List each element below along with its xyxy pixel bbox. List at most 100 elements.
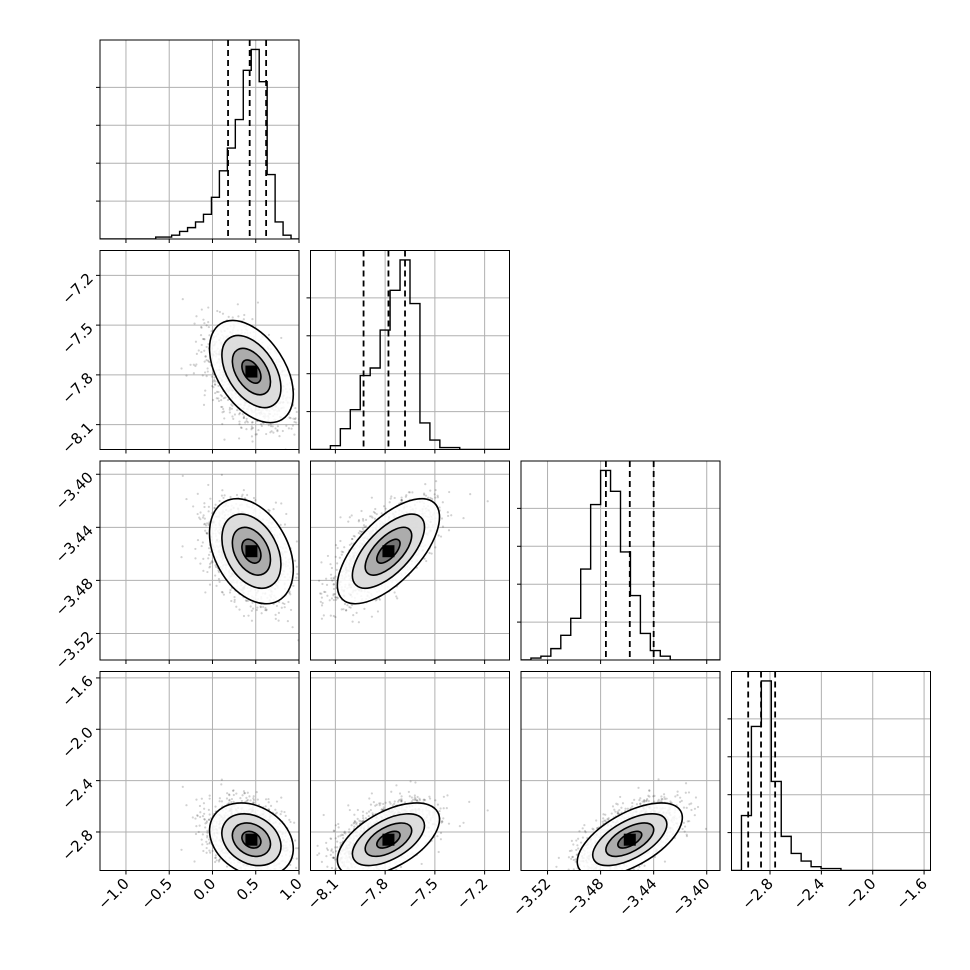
sample-point xyxy=(285,512,288,516)
sample-point xyxy=(267,508,270,511)
sample-point xyxy=(332,438,334,440)
sample-point xyxy=(214,574,217,577)
sample-point xyxy=(321,582,324,586)
sample-point xyxy=(393,496,396,500)
sample-point xyxy=(203,322,206,325)
sample-point xyxy=(202,403,206,407)
sample-point xyxy=(289,608,293,612)
sample-point xyxy=(447,514,450,518)
sample-point xyxy=(204,355,207,358)
sample-point xyxy=(332,587,336,591)
sample-point xyxy=(205,522,209,525)
sample-point xyxy=(429,496,432,500)
sample-point xyxy=(447,529,451,532)
sample-point xyxy=(333,592,337,596)
sample-point xyxy=(222,407,225,411)
sample-point xyxy=(446,511,449,514)
sample-point xyxy=(220,494,224,497)
sample-point xyxy=(242,614,246,618)
sample-point xyxy=(295,410,298,414)
sample-point xyxy=(231,415,234,418)
sample-point xyxy=(304,448,306,450)
histogram-step xyxy=(310,259,510,450)
sample-point xyxy=(469,492,472,496)
sample-point xyxy=(252,426,255,430)
sample-point xyxy=(223,417,226,420)
sample-point xyxy=(207,325,210,329)
sample-point xyxy=(251,601,254,604)
sample-point xyxy=(256,301,260,304)
sample-point xyxy=(294,559,297,562)
sample-point xyxy=(222,496,225,500)
sample-point xyxy=(217,397,220,400)
sample-point xyxy=(218,499,221,503)
sample-point xyxy=(278,435,281,438)
sample-point xyxy=(267,424,270,427)
sample-point xyxy=(339,516,342,519)
sample-point xyxy=(235,605,238,608)
sample-point xyxy=(370,515,373,518)
sample-point xyxy=(283,523,287,526)
sample-point xyxy=(217,571,221,574)
sample-point xyxy=(235,451,237,453)
sample-point xyxy=(400,499,404,502)
panel-frame xyxy=(99,460,300,661)
sample-point xyxy=(302,443,304,445)
sample-point xyxy=(318,579,321,582)
sample-point xyxy=(217,569,220,572)
panel-frame xyxy=(99,39,300,240)
sample-point xyxy=(236,303,239,306)
sample-point xyxy=(295,565,298,568)
sample-point xyxy=(276,429,279,432)
sample-point xyxy=(317,572,319,574)
sample-point xyxy=(325,577,328,580)
sample-point xyxy=(181,545,184,548)
sample-point xyxy=(374,599,377,602)
sample-point xyxy=(437,534,440,537)
sample-point xyxy=(222,410,225,413)
sample-point xyxy=(202,514,205,517)
sample-point xyxy=(241,493,244,496)
sample-point xyxy=(211,561,214,564)
sample-point xyxy=(334,596,337,599)
sample-point xyxy=(274,427,277,430)
sample-point xyxy=(198,516,201,519)
sample-point xyxy=(265,432,268,436)
sample-point xyxy=(201,337,205,341)
sample-point xyxy=(335,598,338,601)
histogram-bar xyxy=(251,49,259,239)
sample-point xyxy=(300,576,302,578)
sample-point xyxy=(201,541,204,544)
sample-point xyxy=(230,407,233,410)
sample-point xyxy=(209,497,212,500)
sample-point xyxy=(192,372,195,375)
sample-point xyxy=(378,598,382,601)
sample-point xyxy=(247,599,250,602)
sample-point xyxy=(239,426,243,429)
sample-point xyxy=(217,399,221,403)
histogram-bar xyxy=(203,214,211,239)
sample-point xyxy=(208,566,211,569)
sample-point xyxy=(246,493,249,497)
sample-point xyxy=(396,597,399,600)
sample-point xyxy=(205,345,208,349)
sample-point xyxy=(203,505,206,509)
sample-point xyxy=(206,570,209,574)
sample-point xyxy=(250,428,253,431)
sample-point xyxy=(194,547,197,551)
sample-point xyxy=(200,325,203,329)
sample-point xyxy=(382,505,386,508)
sample-point xyxy=(242,416,246,419)
sample-point xyxy=(204,591,207,594)
sample-point xyxy=(202,569,205,572)
sample-point xyxy=(233,598,236,602)
sample-point xyxy=(208,562,212,565)
sample-point xyxy=(332,614,335,618)
sample-point xyxy=(250,435,254,438)
sample-point xyxy=(384,507,387,510)
sample-point xyxy=(305,418,307,420)
sample-point xyxy=(423,493,426,496)
sample-point xyxy=(228,406,232,409)
sample-point xyxy=(228,591,232,594)
sample-point xyxy=(422,492,426,495)
